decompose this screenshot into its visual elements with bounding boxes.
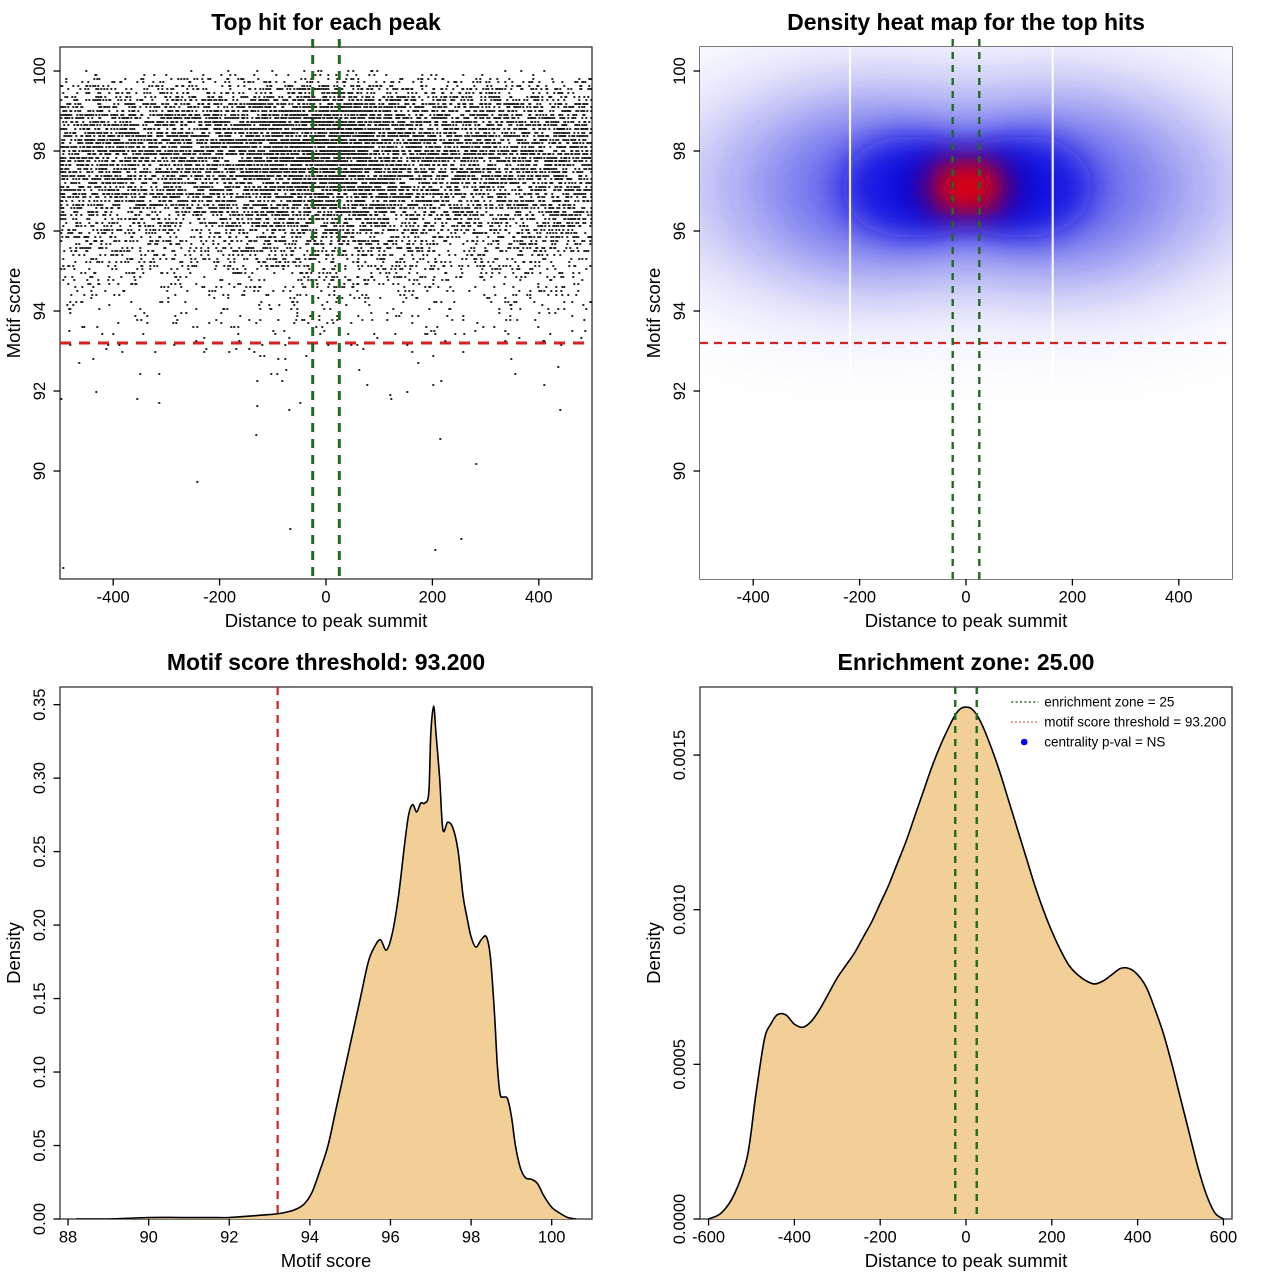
svg-text:100: 100 [538, 1229, 566, 1247]
svg-text:-400: -400 [97, 589, 130, 607]
svg-text:200: 200 [1059, 589, 1087, 607]
svg-text:Motif score: Motif score [281, 1250, 371, 1271]
svg-text:0.0010: 0.0010 [671, 884, 689, 934]
svg-text:98: 98 [671, 142, 689, 160]
svg-text:200: 200 [419, 589, 447, 607]
svg-text:enrichment zone = 25: enrichment zone = 25 [1044, 695, 1174, 710]
svg-text:0.05: 0.05 [31, 1129, 49, 1161]
svg-text:100: 100 [671, 57, 689, 85]
svg-text:96: 96 [381, 1229, 399, 1247]
svg-text:Density: Density [643, 921, 664, 983]
svg-text:90: 90 [671, 462, 689, 480]
svg-text:0.00: 0.00 [31, 1203, 49, 1235]
svg-text:-200: -200 [864, 1229, 897, 1247]
svg-text:Distance to peak summit: Distance to peak summit [865, 610, 1068, 631]
svg-text:92: 92 [31, 382, 49, 400]
svg-text:Distance to peak summit: Distance to peak summit [225, 610, 428, 631]
svg-text:98: 98 [31, 142, 49, 160]
svg-text:400: 400 [1165, 589, 1193, 607]
svg-text:400: 400 [525, 589, 553, 607]
svg-text:600: 600 [1210, 1229, 1238, 1247]
svg-text:Density heat map for the top h: Density heat map for the top hits [787, 9, 1145, 35]
svg-text:-400: -400 [737, 589, 770, 607]
svg-text:-600: -600 [692, 1229, 725, 1247]
svg-text:Motif score: Motif score [3, 268, 24, 358]
svg-text:94: 94 [301, 1229, 319, 1247]
svg-text:96: 96 [31, 222, 49, 240]
svg-text:0.10: 0.10 [31, 1056, 49, 1088]
svg-text:88: 88 [59, 1229, 77, 1247]
svg-text:Motif score: Motif score [643, 268, 664, 358]
svg-text:0: 0 [961, 1229, 970, 1247]
svg-text:0.30: 0.30 [31, 762, 49, 794]
svg-text:centrality p-val = NS: centrality p-val = NS [1044, 735, 1165, 750]
svg-text:94: 94 [31, 302, 49, 320]
svg-text:Top hit for each peak: Top hit for each peak [211, 9, 441, 35]
svg-text:Motif score threshold: 93.200: Motif score threshold: 93.200 [167, 649, 485, 675]
svg-text:-200: -200 [203, 589, 236, 607]
svg-text:0.20: 0.20 [31, 909, 49, 941]
svg-text:98: 98 [462, 1229, 480, 1247]
svg-text:90: 90 [139, 1229, 157, 1247]
svg-text:200: 200 [1038, 1229, 1066, 1247]
svg-text:0.15: 0.15 [31, 982, 49, 1014]
svg-text:-200: -200 [843, 589, 876, 607]
svg-text:92: 92 [220, 1229, 238, 1247]
svg-text:-400: -400 [778, 1229, 811, 1247]
svg-text:96: 96 [671, 222, 689, 240]
svg-text:90: 90 [31, 462, 49, 480]
svg-text:Distance to peak summit: Distance to peak summit [865, 1250, 1068, 1271]
svg-text:0: 0 [961, 589, 970, 607]
svg-text:100: 100 [31, 57, 49, 85]
svg-text:0: 0 [321, 589, 330, 607]
svg-text:92: 92 [671, 382, 689, 400]
svg-text:94: 94 [671, 302, 689, 320]
svg-text:400: 400 [1124, 1229, 1152, 1247]
svg-text:0.0015: 0.0015 [671, 730, 689, 780]
svg-text:Density: Density [3, 921, 24, 983]
svg-text:0.35: 0.35 [31, 689, 49, 721]
svg-text:motif score threshold = 93.200: motif score threshold = 93.200 [1044, 715, 1226, 730]
svg-text:Enrichment zone: 25.00: Enrichment zone: 25.00 [838, 649, 1095, 675]
svg-text:0.25: 0.25 [31, 836, 49, 868]
svg-text:0.0000: 0.0000 [671, 1194, 689, 1244]
svg-text:0.0005: 0.0005 [671, 1039, 689, 1089]
